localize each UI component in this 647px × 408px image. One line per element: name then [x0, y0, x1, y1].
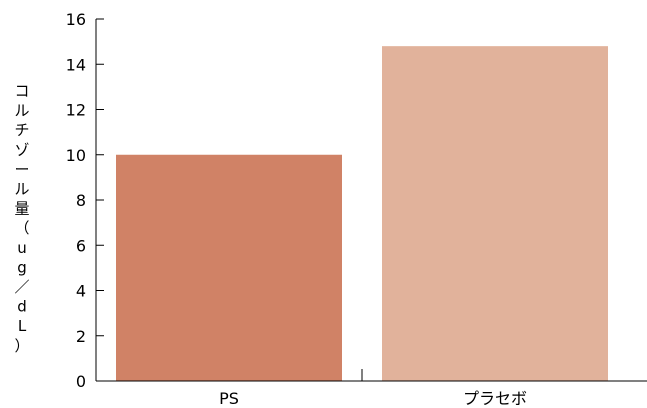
y-axis-label-char: ル	[14, 180, 29, 198]
y-tick-label: 4	[76, 282, 86, 301]
bar-2	[382, 46, 608, 382]
y-tick-label: 14	[66, 55, 86, 74]
y-axis-label-char: ー	[14, 160, 29, 178]
y-axis-label-char: L	[18, 317, 27, 335]
y-tick-label: 0	[76, 372, 86, 391]
x-category-label: プラセボ	[463, 389, 527, 408]
y-axis: 0 2 4 6 8 10 12 14 16	[66, 10, 104, 391]
x-axis: PS プラセボ	[96, 369, 647, 408]
y-axis-label-char: （	[14, 219, 29, 237]
y-axis-label-char: チ	[14, 121, 29, 139]
y-axis-label-char: u	[17, 239, 27, 257]
y-axis-label-char: d	[17, 298, 27, 316]
y-tick-label: 10	[66, 146, 86, 165]
y-tick-label: 12	[66, 101, 86, 120]
y-tick-label: 8	[76, 191, 86, 210]
y-tick-label: 2	[76, 327, 86, 346]
y-tick-label: 16	[66, 10, 86, 29]
bars	[116, 46, 608, 382]
x-category-label: PS	[219, 389, 239, 408]
y-axis-label-char: ／	[14, 278, 29, 296]
y-axis-label-char: 量	[14, 200, 29, 218]
y-axis-label-char: g	[17, 258, 27, 276]
bar-1	[116, 154, 342, 381]
y-axis-label-char: コ	[14, 82, 29, 100]
y-axis-label-char: ゾ	[14, 141, 29, 159]
y-axis-label-char: ）	[14, 337, 29, 355]
y-tick-label: 6	[76, 236, 86, 255]
y-axis-label-char: ル	[14, 102, 29, 120]
